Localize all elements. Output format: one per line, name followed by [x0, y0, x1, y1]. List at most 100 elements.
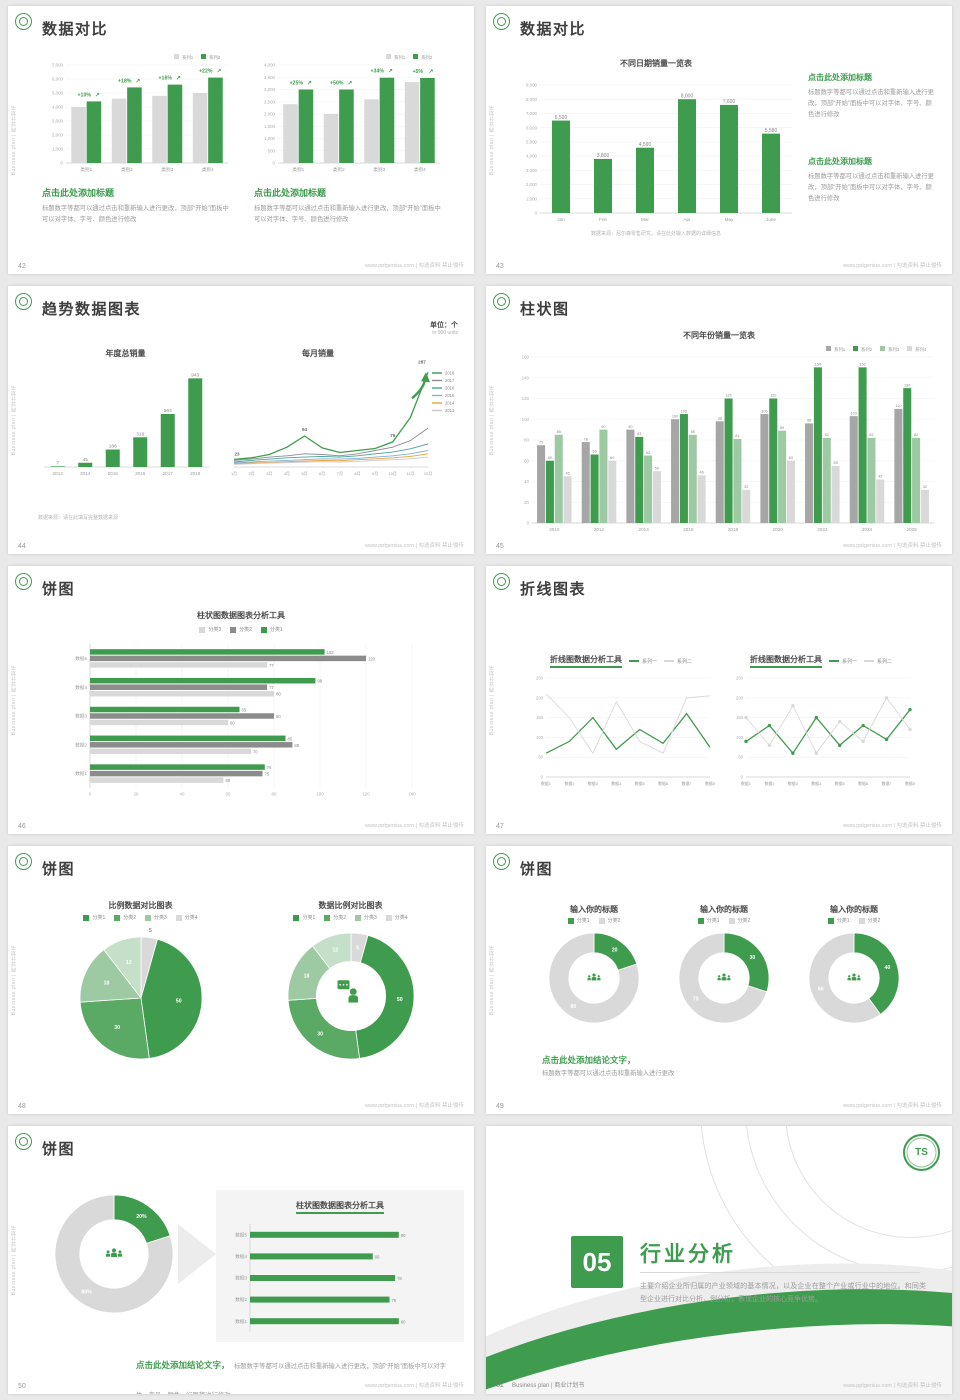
footer-credit: www.pptgenius.com | 勾选资料 禁止侵传	[365, 263, 464, 269]
sidebar-vertical-text: Business plan | 商业计划书	[489, 664, 495, 736]
svg-text:316: 316	[136, 431, 144, 437]
chart-title: 折线图数据分析工具	[549, 654, 622, 668]
caption-heading: 点击此处添加标题	[808, 73, 872, 82]
footer-credit: www.pptgenius.com | 勾选资料 禁止侵传	[365, 1103, 464, 1109]
svg-text:2月: 2月	[249, 471, 255, 476]
footer-credit: www.pptgenius.com | 勾选资料 禁止侵传	[365, 1383, 464, 1389]
caption-block: 点击此处添加标题 标题数字等都可以通过点击和重新输入进行更改，顶部“开始”面板中…	[808, 72, 934, 120]
svg-text:↗: ↗	[347, 81, 352, 87]
svg-text:2014: 2014	[80, 471, 91, 476]
conclusion-heading: 点击此处添加结论文字，	[542, 1055, 636, 1065]
footer-credit: www.pptgenius.com | 勾选资料 禁止侵传	[365, 543, 464, 549]
sidebar-vertical-text: Business plan | 商业计划书	[11, 664, 17, 736]
slide-48: Business plan | 商业计划书 饼图 比例数据对比图表 分类1 分类…	[8, 846, 474, 1114]
svg-text:8,000: 8,000	[681, 93, 694, 99]
svg-text:150: 150	[536, 715, 544, 720]
svg-text:3,000: 3,000	[526, 168, 538, 173]
legend-swatch-icon	[864, 660, 874, 662]
slide-title: 柱状图	[520, 301, 570, 318]
svg-text:200: 200	[736, 695, 744, 700]
svg-text:70: 70	[693, 996, 699, 1002]
svg-text:2016: 2016	[683, 527, 694, 532]
svg-text:数据2: 数据2	[235, 1296, 247, 1303]
legend-item: 分类1	[293, 914, 315, 921]
svg-text:+5%: +5%	[412, 69, 423, 75]
slide-45: Business plan | 商业计划书 柱状图 不同年份销量一览表 0 20 4…	[486, 286, 952, 554]
svg-text:数据1: 数据1	[741, 781, 751, 786]
svg-text:数据1: 数据1	[541, 781, 551, 786]
chart-title: 折线图数据分析工具	[749, 654, 822, 668]
legend-item: 分类1	[827, 917, 850, 924]
legend-swatch-icon	[293, 914, 300, 921]
svg-text:564: 564	[164, 408, 172, 414]
svg-text:98: 98	[718, 417, 722, 421]
svg-text:65: 65	[242, 707, 247, 712]
svg-text:500: 500	[268, 148, 276, 153]
legend-swatch-icon	[858, 917, 865, 924]
svg-text:数据2: 数据2	[75, 741, 87, 748]
svg-text:40: 40	[180, 792, 185, 797]
svg-text:数据2: 数据2	[564, 781, 574, 786]
sidebar-vertical-text: Business plan | 商业计划书	[11, 384, 17, 456]
chart-legend: 分类1 分类2 分类3 分类4	[48, 914, 233, 921]
slide-42: Business plan | 商业计划书 数据对比 0 1,000 2,000 3,…	[8, 6, 474, 274]
page-number: 50	[18, 1383, 26, 1390]
svg-text:20: 20	[612, 947, 618, 953]
svg-text:66: 66	[375, 1255, 380, 1260]
svg-text:20: 20	[134, 792, 139, 797]
donut-chart: 20% 80%	[54, 1194, 174, 1314]
svg-text:82: 82	[914, 433, 918, 437]
slide-47: Business plan | 商业计划书 折线图表 折线图数据分析工具 系列一…	[486, 566, 952, 834]
svg-text:58: 58	[225, 778, 230, 783]
page-number: 48	[18, 1103, 26, 1110]
svg-text:110: 110	[895, 404, 901, 408]
svg-text:94: 94	[302, 427, 308, 432]
slide-title: 饼图	[42, 861, 76, 878]
footer-credit: www.pptgenius.com | 勾选资料 禁止侵传	[365, 823, 464, 829]
svg-text:160: 160	[522, 355, 530, 360]
svg-text:2015: 2015	[445, 393, 455, 398]
svg-text:60: 60	[789, 456, 793, 460]
svg-text:↗: ↗	[428, 69, 433, 75]
svg-text:4,590: 4,590	[639, 142, 652, 148]
svg-text:0: 0	[273, 161, 276, 166]
legend-swatch-icon	[260, 626, 267, 633]
legend-swatch-icon	[324, 914, 331, 921]
legend-item: 系列一	[828, 658, 857, 665]
svg-text:77: 77	[269, 663, 274, 668]
legend-item: 分类1	[83, 914, 105, 921]
svg-text:数据4: 数据4	[75, 684, 87, 691]
page-number: 44	[18, 543, 26, 550]
grouped-bar-chart-right: 0 500 1,000 1,500 2,000 2,500 3,000 3,500 4,000 类…	[264, 54, 440, 173]
svg-text:88: 88	[294, 743, 299, 748]
svg-text:3,000: 3,000	[264, 87, 276, 92]
slide-51-section-divider: TS 05 行业分析 主要介绍企业所归属的产业领域的基本情况，以及企业在整个产业…	[486, 1126, 952, 1394]
svg-text:2013: 2013	[445, 408, 455, 413]
legend-item: 分类4	[385, 914, 408, 921]
svg-text:+18%: +18%	[118, 78, 132, 84]
legend-swatch-icon	[114, 914, 121, 921]
svg-text:数据5: 数据5	[635, 781, 645, 786]
svg-text:数据6: 数据6	[858, 781, 868, 786]
svg-text:+10%: +10%	[78, 92, 92, 98]
legend-swatch-icon	[728, 917, 735, 924]
page-number: 42	[18, 263, 26, 270]
legend-item: 分类1	[567, 917, 590, 924]
svg-text:100: 100	[536, 735, 544, 740]
section-number: 05	[571, 1236, 623, 1288]
bar-panel: 柱状图数据图表分析工具 数据5 80 数据4 66 数据3 78 数据2 75 数据1 80	[216, 1190, 464, 1342]
svg-text:85: 85	[691, 430, 695, 434]
svg-text:40: 40	[884, 965, 890, 971]
sidebar-vertical-text: Business plan | 商业计划书	[489, 384, 495, 456]
page-number: 43	[496, 263, 504, 270]
brand-logo-icon	[15, 853, 32, 870]
conclusion-heading: 点击此处添加结论文字，	[136, 1360, 230, 1370]
legend-item: 分类2	[728, 917, 750, 924]
section-title: 行业分析	[640, 1243, 736, 1266]
page-number: 51	[496, 1382, 504, 1389]
brand-logo-icon	[493, 853, 510, 870]
svg-text:140: 140	[408, 792, 416, 797]
svg-text:系列1: 系列1	[394, 54, 406, 61]
legend-item: 系列二	[664, 658, 692, 665]
slide-50: Business plan | 商业计划书 饼图 20% 80% 柱状图数据图表分…	[8, 1126, 474, 1394]
